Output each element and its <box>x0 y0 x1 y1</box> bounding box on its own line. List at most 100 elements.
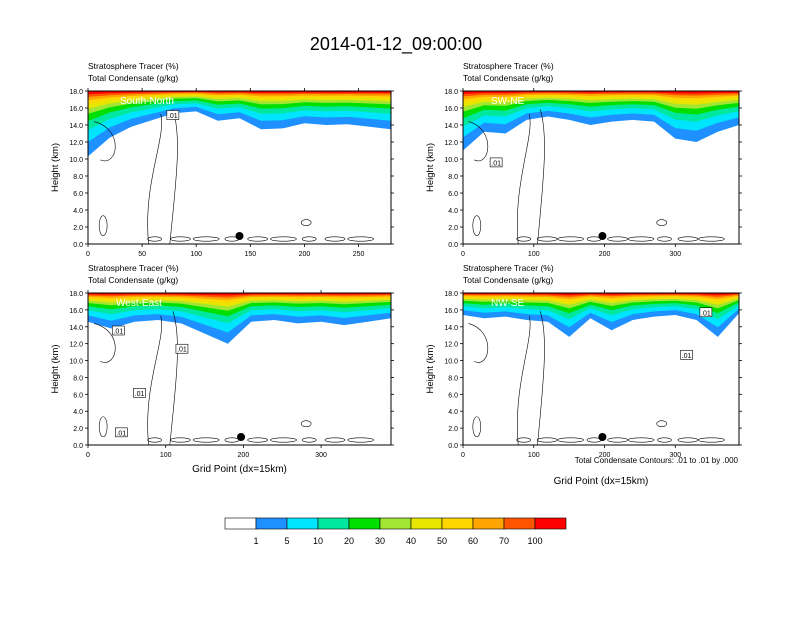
tracer-field <box>463 91 739 151</box>
colorbar-label: 1 <box>253 536 258 546</box>
colorbar-label: 5 <box>284 536 289 546</box>
y-tick-label: 0.0 <box>73 443 83 450</box>
y-tick-label: 8.0 <box>448 375 458 382</box>
panel-nw-se: .01 .01 NW-SE 0.0 2.0 4.0 6.0 8.0 10.0 12.0 14.0 16… <box>425 263 742 487</box>
condensate-contours <box>468 311 725 445</box>
y-tick-label: 16.0 <box>444 308 458 315</box>
contour-blob <box>247 437 268 443</box>
contour-label: .01 <box>177 347 187 354</box>
contour-label: .01 <box>113 329 123 336</box>
y-tick-label: 8.0 <box>73 375 83 382</box>
y-tick-label: 4.0 <box>73 409 83 416</box>
colorbar-swatch <box>410 517 443 530</box>
y-tick-label: 2.0 <box>73 225 83 232</box>
contour-blob <box>472 416 482 438</box>
y-tick-label: 16.0 <box>69 308 83 315</box>
y-tick-label: 16.0 <box>69 106 83 113</box>
y-tick-label: 18.0 <box>444 291 458 298</box>
x-tick-label: 150 <box>244 251 256 258</box>
contour-line <box>93 323 116 363</box>
x-tick-label: 300 <box>669 251 681 258</box>
y-tick-label: 14.0 <box>69 325 83 332</box>
y-tick-label: 8.0 <box>73 174 83 181</box>
y-tick-label: 10.0 <box>444 157 458 164</box>
x-tick-label: 50 <box>138 251 146 258</box>
contour-line <box>537 109 545 244</box>
contour-blob <box>170 437 191 443</box>
colorbar-swatch <box>286 517 319 530</box>
panel-label: South-North <box>120 96 174 107</box>
tracer-field <box>463 293 739 337</box>
contour-blob <box>324 236 346 242</box>
contour-line <box>517 113 531 244</box>
colorbar-swatch <box>534 517 567 530</box>
y-tick-label: 4.0 <box>448 208 458 215</box>
x-tick-label: 300 <box>669 452 681 459</box>
contour-blob <box>557 236 584 242</box>
location-marker <box>598 232 607 240</box>
x-tick-label: 100 <box>190 251 202 258</box>
contour-line <box>147 113 162 244</box>
y-tick-label: 14.0 <box>444 325 458 332</box>
y-axis-label: Height (km) <box>425 344 436 393</box>
contour-blob <box>98 215 108 236</box>
plot-frame <box>87 90 392 245</box>
y-axis-label: Height (km) <box>50 344 61 393</box>
contour-blob <box>324 437 346 443</box>
location-marker <box>598 433 607 441</box>
y-tick-label: 12.0 <box>69 342 83 349</box>
x-tick-label: 200 <box>238 452 250 459</box>
colorbar-swatch <box>503 517 536 530</box>
y-tick-label: 18.0 <box>69 89 83 96</box>
tracer-field <box>88 91 391 157</box>
colorbar-label: 60 <box>468 536 478 546</box>
contour-blob <box>147 437 162 443</box>
contour-blob <box>536 236 558 242</box>
plot-frame <box>462 90 740 245</box>
contour-label: .01 <box>116 430 126 437</box>
y-tick-label: 16.0 <box>444 106 458 113</box>
colorbar-swatch <box>317 517 350 530</box>
location-marker <box>237 433 246 441</box>
contour-blob <box>472 215 482 236</box>
y-tick-label: 18.0 <box>69 291 83 298</box>
plot-frame <box>87 292 392 446</box>
contour-blob <box>536 437 558 443</box>
y-tick-label: 18.0 <box>444 89 458 96</box>
y-tick-label: 2.0 <box>73 426 83 433</box>
y-tick-label: 12.0 <box>444 342 458 349</box>
y-tick-label: 12.0 <box>69 140 83 147</box>
colorbar-label: 10 <box>313 536 323 546</box>
contour-blob <box>516 236 532 242</box>
y-tick-label: 14.0 <box>69 123 83 130</box>
contour-label: .01 <box>168 113 178 120</box>
panel-west-east: .01 .01 .01 .01 West-East 0.0 2.0 4.0 6.0 8.0 10.0… <box>50 263 394 475</box>
y-tick-label: 6.0 <box>448 191 458 198</box>
contour-blob <box>98 416 108 438</box>
figure-title: 2014-01-12_09:00:00 <box>310 34 482 55</box>
contour-blob <box>627 236 655 242</box>
tracer-band-10 <box>88 91 391 95</box>
contour-label: .01 <box>701 310 711 317</box>
panel-title-line1: Stratosphere Tracer (%) <box>463 263 554 273</box>
contour-line <box>147 315 162 445</box>
x-axis-label: Grid Point (dx=15km) <box>554 476 649 487</box>
contour-blob <box>300 420 312 428</box>
panel-title-line2: Total Condensate (g/kg) <box>88 73 178 83</box>
contour-blob <box>301 236 317 242</box>
y-tick-label: 6.0 <box>73 392 83 399</box>
contour-blob <box>347 236 375 242</box>
panel-label: SW-NE <box>491 96 524 107</box>
contour-line <box>169 311 178 445</box>
contour-blob <box>656 219 668 226</box>
contour-blob <box>170 236 191 242</box>
panel-sw-ne: .01 SW-NE 0.0 2.0 4.0 6.0 8.0 10.0 12.0 14.0 16.0 1… <box>425 61 742 258</box>
panel-title-line1: Stratosphere Tracer (%) <box>88 61 179 71</box>
contour-blob <box>301 437 317 443</box>
colorbar-swatch <box>255 517 288 530</box>
location-marker <box>235 232 244 240</box>
contour-label-box <box>112 325 125 336</box>
y-tick-label: 0.0 <box>448 242 458 249</box>
